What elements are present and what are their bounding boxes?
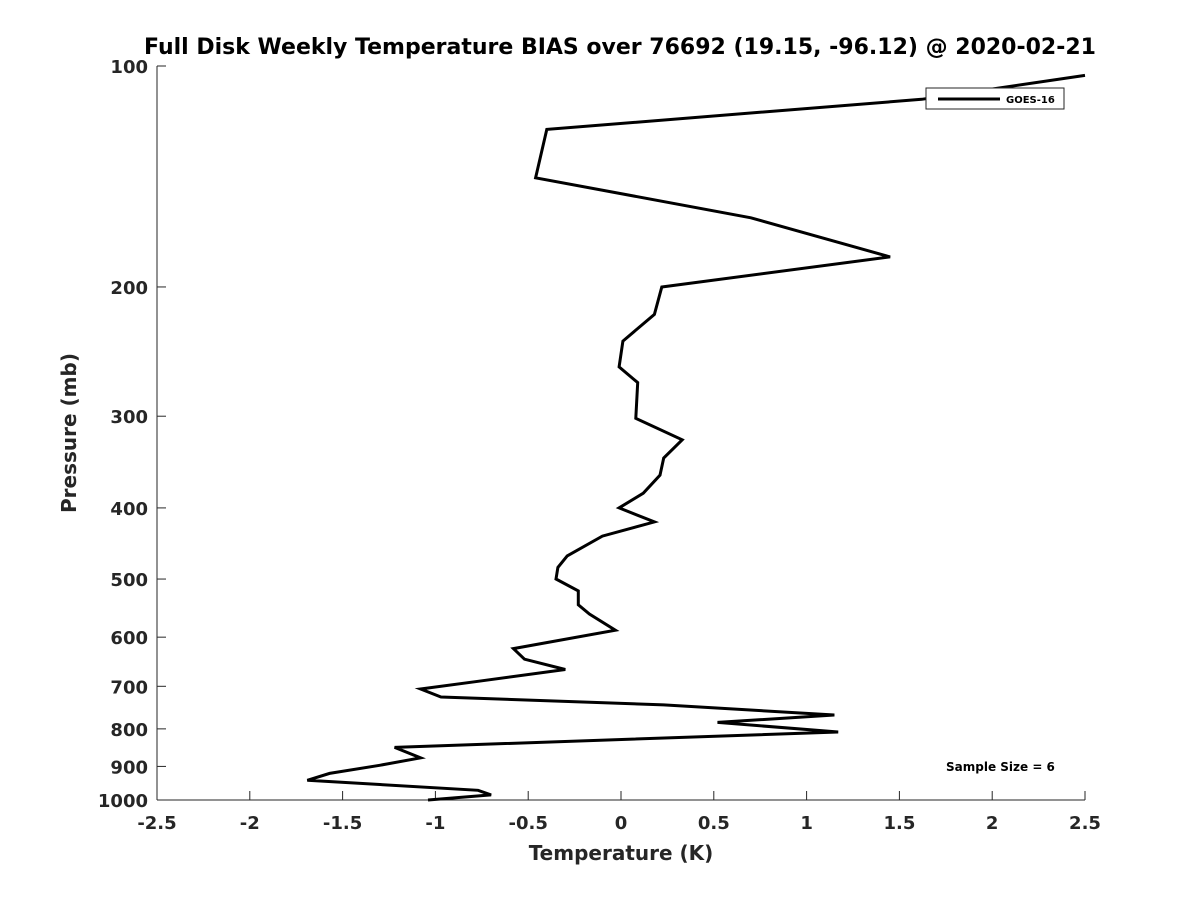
x-tick-label: -1.5 (323, 813, 362, 834)
x-axis-ticks: -2.5 -2 -1.5 -1 -0.5 0 0.5 1 1.5 2 2.5 (137, 791, 1101, 834)
y-tick-label: 600 (110, 628, 148, 649)
y-tick-label: 300 (110, 407, 148, 428)
y-tick-label: 900 (110, 757, 148, 778)
legend-label-goes16: GOES-16 (1006, 95, 1055, 106)
series-line-goes16 (306, 73, 1086, 802)
x-tick-label: 0 (615, 813, 628, 834)
y-tick-label: 700 (110, 677, 148, 698)
y-tick-label: 1000 (98, 791, 148, 812)
plot-area (157, 66, 1085, 800)
y-axis-label: Pressure (mb) (57, 353, 81, 513)
y-tick-label: 500 (110, 570, 148, 591)
x-tick-label: 1 (800, 813, 813, 834)
y-tick-label: 400 (110, 499, 148, 520)
chart-title: Full Disk Weekly Temperature BIAS over 7… (144, 35, 1096, 60)
legend: GOES-16 (925, 87, 1065, 110)
x-tick-label: 1.5 (883, 813, 915, 834)
y-tick-label: 800 (110, 720, 148, 741)
x-tick-label: 2 (986, 813, 999, 834)
x-tick-label: -2.5 (137, 813, 176, 834)
y-axis-ticks: 100 200 300 400 500 600 700 800 900 1000 (98, 57, 166, 812)
x-tick-label: -1 (425, 813, 445, 834)
x-tick-label: -0.5 (509, 813, 548, 834)
y-tick-label: 200 (110, 278, 148, 299)
series-layer (306, 73, 1086, 802)
x-tick-label: -2 (240, 813, 260, 834)
x-tick-label: 2.5 (1069, 813, 1101, 834)
sample-size-annotation: Sample Size = 6 (946, 760, 1055, 774)
x-axis-label: Temperature (K) (529, 841, 714, 865)
x-tick-label: 0.5 (698, 813, 730, 834)
y-tick-label: 100 (110, 57, 148, 78)
